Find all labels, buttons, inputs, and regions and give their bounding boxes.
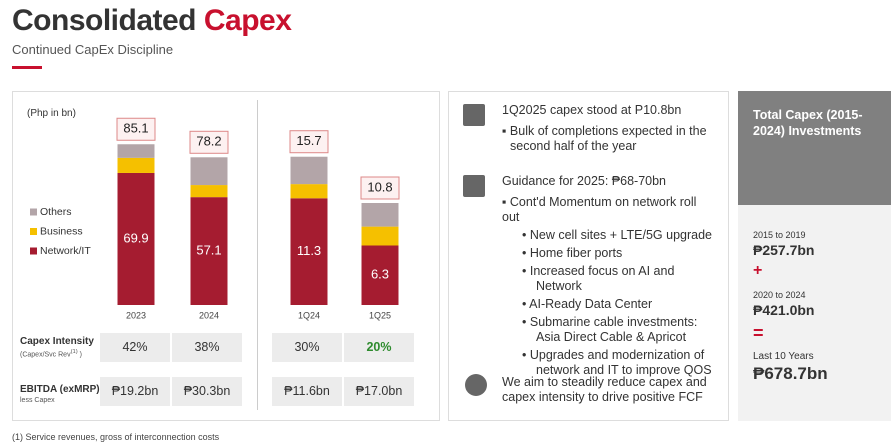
period: 2020 to 2024 <box>753 290 806 300</box>
total-label: 78.2 <box>196 134 221 149</box>
value-label: 11.3 <box>297 243 321 258</box>
sub-bullet: • Increased focus on AI and Network <box>522 264 675 293</box>
row-label: EBITDA (exMRP) <box>20 384 100 395</box>
icon <box>463 175 485 197</box>
operator: + <box>753 262 763 279</box>
sub-bullet: • Home fiber ports <box>522 246 623 260</box>
sub-bullet-text: AI-Ready Data Center <box>529 297 653 311</box>
total-label: 85.1 <box>123 121 148 136</box>
bullet: ▪ Bulk of completions expected in the se… <box>502 124 707 153</box>
x-tick-label: 2024 <box>199 310 219 320</box>
sub-bullet: • AI-Ready Data Center <box>522 297 653 311</box>
x-tick-label: 1Q24 <box>298 310 320 320</box>
amount: ₱421.0bn <box>753 302 815 318</box>
amount: ₱678.7bn <box>753 364 828 383</box>
note-heading: Guidance for 2025: ₱68-70bn <box>502 174 667 188</box>
title: Consolidated Capex <box>12 4 292 38</box>
sub-bullet-text: Upgrades and modernization of network an… <box>529 348 712 377</box>
x-tick-label: 2023 <box>126 310 146 320</box>
title-text: Consolidated <box>12 4 197 37</box>
total-box <box>116 117 156 141</box>
bar-segment <box>361 226 399 246</box>
period: Last 10 Years <box>753 351 814 362</box>
total-label: 10.8 <box>367 179 392 194</box>
title-accent: Capex <box>203 4 292 37</box>
icon <box>463 104 485 126</box>
bar-segment <box>361 203 399 227</box>
cell: 38% <box>172 333 242 362</box>
divider <box>257 100 258 410</box>
sub-bullet-text: Submarine cable investments: Asia Direct… <box>529 315 698 344</box>
summary-header <box>738 91 891 205</box>
icon <box>465 374 487 396</box>
total-box <box>189 130 229 154</box>
amount: ₱257.7bn <box>753 242 815 258</box>
bar-segment <box>190 197 228 305</box>
row-label: Capex Intensity <box>20 336 94 347</box>
row-sub: (Capex/Svc Rev(1) ) <box>20 349 82 358</box>
bullet: ▪ Cont'd Momentum on network roll out <box>502 195 697 224</box>
bar-segment <box>290 198 328 305</box>
sub-bullet-text: Increased focus on AI and Network <box>529 264 675 293</box>
footnote: (1) Service revenues, gross of interconn… <box>12 432 220 442</box>
note-heading: 1Q2025 capex stood at P10.8bn <box>502 103 682 117</box>
sub-bullet: • Submarine cable investments: Asia Dire… <box>522 315 698 344</box>
x-tick-label: 1Q25 <box>369 310 391 320</box>
period: 2015 to 2019 <box>753 230 806 240</box>
total-label: 15.7 <box>296 133 321 148</box>
legend-label: Network/IT <box>40 245 91 257</box>
subtitle: Continued CapEx Discipline <box>12 42 174 57</box>
row-sub: less Capex <box>20 397 55 404</box>
bar-segment <box>290 184 328 199</box>
bar-segment <box>117 172 155 305</box>
bar-segment <box>361 245 399 305</box>
bar-segment <box>117 144 155 158</box>
total-box <box>289 130 329 154</box>
bar-segment <box>190 157 228 186</box>
cell: ₱30.3bn <box>172 377 242 406</box>
cell: ₱11.6bn <box>272 377 342 406</box>
sub-bullet-text: New cell sites + LTE/5G upgrade <box>529 228 713 242</box>
unit-label: (Php in bn) <box>27 108 76 119</box>
note: 1Q2025 capex stood at P10.8bn ▪ Bulk of … <box>502 103 717 154</box>
bar-segment <box>290 156 328 185</box>
value-label: 69.9 <box>123 230 148 245</box>
underline <box>12 66 42 69</box>
legend-swatch <box>30 208 37 216</box>
summary-title: Total Capex (2015-2024) Investments <box>753 108 863 138</box>
sub-bullet-text: Home fiber ports <box>529 246 623 260</box>
cell: 20% <box>344 333 414 362</box>
sub-bullet: • New cell sites + LTE/5G upgrade <box>522 228 713 242</box>
value-label: 57.1 <box>196 243 221 258</box>
bar-segment <box>190 185 228 198</box>
legend-swatch <box>30 247 37 255</box>
cell: ₱19.2bn <box>100 377 170 406</box>
row-sub-end: ) <box>77 351 82 359</box>
legend-label: Business <box>40 225 83 237</box>
note: Guidance for 2025: ₱68-70bn ▪ Cont'd Mom… <box>502 174 717 378</box>
cell: 42% <box>100 333 170 362</box>
notes-panel <box>448 91 729 421</box>
sub-bullet: • Upgrades and modernization of network … <box>522 348 712 377</box>
cell: ₱17.0bn <box>344 377 414 406</box>
row-sub-text: (Capex/Svc Rev <box>20 351 71 359</box>
note-heading: We aim to steadily reduce capex and cape… <box>502 375 707 404</box>
bar-segment <box>117 157 155 173</box>
bullet-text: Cont'd Momentum on network roll out <box>502 195 697 224</box>
legend-label: Others <box>40 206 72 218</box>
operator: = <box>753 323 764 343</box>
total-box <box>360 176 400 200</box>
value-label: 6.3 <box>371 267 389 282</box>
bullet-text: Bulk of completions expected in the seco… <box>509 124 707 153</box>
cell: 30% <box>272 333 342 362</box>
legend-swatch <box>30 228 37 235</box>
row-sub-note: (1) <box>70 349 78 355</box>
